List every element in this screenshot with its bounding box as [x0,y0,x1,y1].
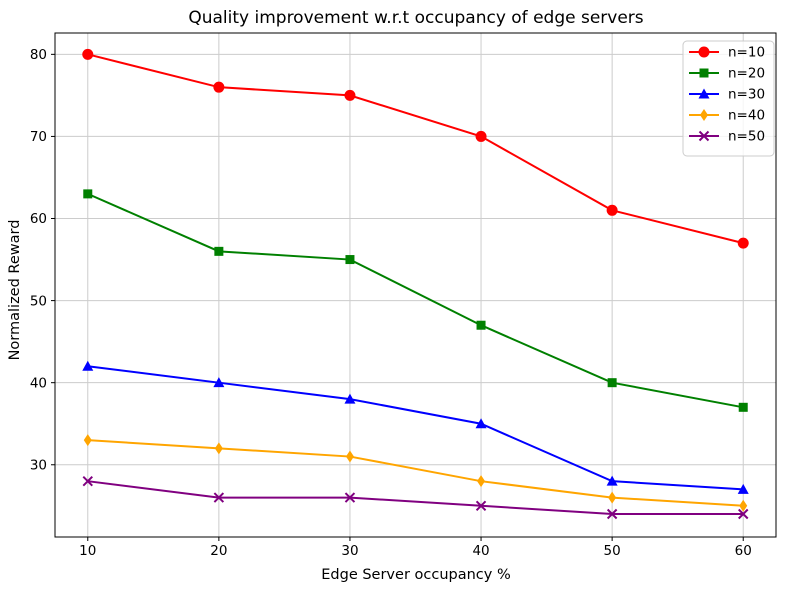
x-tick-label: 10 [79,543,96,559]
y-tick-label: 40 [30,375,47,391]
marker-x [82,475,93,487]
marker-x [738,508,749,520]
chart-root: 10 20 30 40 50 60 30 40 50 60 70 80 n=10 n=20 n=30 n=40… [30,32,777,559]
marker-x [344,492,356,503]
marker-square [476,320,486,330]
gridlines [55,33,776,537]
legend-label: n=10 [728,45,765,61]
legend-label: n=40 [728,108,765,124]
y-tick-label: 70 [30,129,47,145]
legend-entry: n=40 [689,108,765,124]
marker-circle [698,46,710,58]
y-tick-label: 50 [30,293,47,309]
marker-diamond [214,442,223,455]
series-n-10 [82,48,749,249]
marker-square [83,189,93,199]
marker-triangle [698,88,710,99]
marker-diamond [739,499,748,512]
legend-entry: n=10 [689,45,765,61]
legend-entry: n=50 [689,129,765,145]
series-n-30 [82,360,749,494]
axes-ticks: 10 20 30 40 50 60 30 40 50 60 70 80 [30,47,752,559]
x-tick-label: 50 [604,543,621,559]
legend: n=10 n=20 n=30 n=40 n=50 [682,40,775,157]
marker-diamond [477,475,486,488]
marker-circle [475,130,487,142]
series-line [87,53,744,245]
y-tick-label: 30 [30,457,47,473]
legend-entry: n=30 [689,87,765,103]
marker-square [738,402,748,412]
marker-triangle [344,393,356,404]
legend-label: n=20 [728,66,765,82]
marker-x [698,130,710,142]
marker-triangle [475,418,487,429]
marker-diamond [608,491,617,504]
chart-title: Quality improvement w.r.t occupancy of e… [188,8,643,28]
series-n-20 [83,189,748,412]
legend-label: n=50 [728,129,765,145]
y-tick-label: 80 [30,47,47,63]
x-axis-label: Edge Server occupancy % [321,567,510,583]
marker-diamond [345,450,354,463]
marker-square [345,255,355,265]
marker-circle [213,81,225,93]
legend-entry: n=20 [689,66,765,82]
x-tick-label: 60 [735,543,752,559]
marker-square [699,68,709,78]
x-tick-label: 30 [341,543,358,559]
marker-triangle [737,483,749,494]
legend-label: n=30 [728,87,765,103]
series-line [87,192,744,409]
marker-x [213,492,225,503]
x-tick-label: 40 [472,543,489,559]
marker-square [607,378,617,388]
marker-triangle [82,360,94,371]
y-axis-label: Normalized Reward [7,220,23,361]
marker-x [475,500,487,512]
marker-circle [606,204,618,216]
y-tick-label: 60 [30,211,47,227]
marker-triangle [213,377,225,388]
series-n-50 [82,475,749,520]
marker-triangle [606,475,618,486]
series-line [87,365,744,491]
marker-square [214,246,224,256]
marker-x [606,508,618,520]
marker-circle [344,89,356,101]
series-n-40 [83,434,748,512]
plot-border [54,32,777,538]
series-line [87,439,744,507]
marker-diamond [83,434,92,447]
marker-circle [737,237,749,249]
x-tick-label: 20 [210,543,227,559]
series-line [87,480,744,516]
marker-circle [82,48,94,60]
marker-diamond [700,109,708,121]
